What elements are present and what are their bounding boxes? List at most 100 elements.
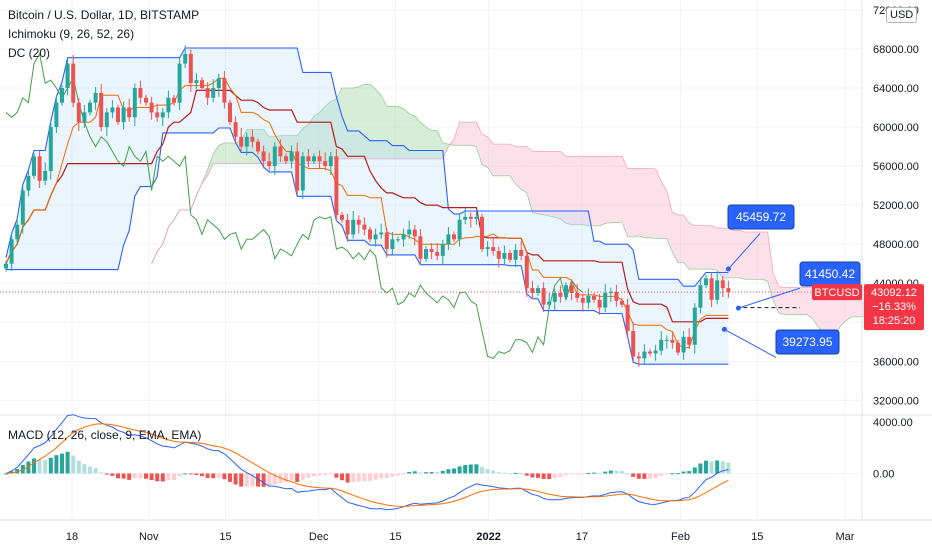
candle-body xyxy=(698,285,703,308)
ichimoku-cloud-segment xyxy=(325,101,331,164)
candle-body xyxy=(172,97,176,103)
candle-body xyxy=(278,146,283,157)
macd-legend[interactable]: MACD (12, 26, close, 9, EMA, EMA) xyxy=(8,428,202,442)
macd-histogram-bar xyxy=(272,473,277,485)
macd-histogram-bar xyxy=(76,460,81,474)
macd-histogram-bar xyxy=(144,473,148,479)
callout-connector xyxy=(724,328,777,358)
candle-body xyxy=(289,151,294,162)
macd-histogram-bar xyxy=(54,455,59,474)
ichimoku-cloud-segment xyxy=(582,156,589,226)
candle-body xyxy=(37,156,42,181)
candle-body xyxy=(558,292,563,297)
candle-body xyxy=(569,285,574,293)
candle-body xyxy=(541,288,546,305)
candle-body xyxy=(244,136,249,147)
candle-body xyxy=(43,170,48,181)
macd-histogram-bar xyxy=(362,473,367,482)
ichimoku-cloud-segment xyxy=(476,122,482,165)
ichimoku-cloud-segment xyxy=(711,225,718,271)
candle-body xyxy=(480,216,484,250)
ichimoku-cloud-segment xyxy=(224,142,230,164)
ichimoku-cloud-segment xyxy=(694,225,701,270)
candle-body xyxy=(687,336,692,345)
macd-histogram-bar xyxy=(194,473,199,475)
macd-histogram-bar xyxy=(704,460,708,474)
donchian-legend[interactable]: DC (20) xyxy=(8,46,51,60)
macd-histogram-bar xyxy=(530,473,535,478)
candle-body xyxy=(60,87,64,103)
macd-histogram-bar xyxy=(631,473,636,477)
callout-connector xyxy=(738,287,801,309)
macd-axis-label: 4000.00 xyxy=(873,417,913,429)
candle-body xyxy=(295,151,300,191)
macd-histogram-bar xyxy=(676,473,680,475)
candle-body xyxy=(513,250,518,260)
chart-title: Bitcoin / U.S. Dollar, 1D, BITSTAMP xyxy=(8,8,200,22)
time-axis-label: 18 xyxy=(66,531,78,543)
macd-histogram-bar xyxy=(132,473,137,479)
macd-histogram-bar xyxy=(233,473,238,485)
candle-body xyxy=(726,288,731,293)
ichimoku-cloud-segment xyxy=(454,122,460,146)
macd-histogram-bar xyxy=(177,473,182,477)
candle-body xyxy=(575,292,580,298)
ichimoku-cloud-segment xyxy=(633,168,639,238)
macd-histogram-bar xyxy=(620,471,624,474)
macd-histogram-bar xyxy=(261,473,266,487)
ichimoku-cloud-segment xyxy=(571,156,578,225)
candle-body xyxy=(233,122,238,137)
candle-body xyxy=(625,304,630,332)
ichimoku-cloud-segment xyxy=(230,142,236,164)
macd-histogram-bar xyxy=(580,473,585,475)
macd-histogram-bar xyxy=(648,473,652,479)
candle-body xyxy=(239,136,244,147)
price-axis-label: 64000.00 xyxy=(873,83,919,95)
candle-body xyxy=(502,252,507,259)
currency-badge[interactable]: USD xyxy=(886,7,918,23)
macd-histogram-bar xyxy=(653,473,658,478)
macd-histogram-bar xyxy=(200,473,204,477)
macd-histogram-bar xyxy=(586,473,591,475)
donchian-lower xyxy=(6,127,729,365)
ichimoku-cloud-segment xyxy=(778,286,785,315)
price-callout-label: 41450.42 xyxy=(805,267,855,281)
ichimoku-cloud-segment xyxy=(549,151,555,218)
ichimoku-cloud-segment xyxy=(566,156,572,225)
price-callout-label: 39273.95 xyxy=(782,335,832,349)
symbol-tag xyxy=(812,284,862,301)
ichimoku-cloud-segment xyxy=(767,231,774,301)
candle-body xyxy=(446,234,451,245)
candle-body xyxy=(323,161,328,167)
candle-body xyxy=(636,356,641,359)
candle-body xyxy=(216,78,221,88)
macd-histogram-bar xyxy=(485,468,490,474)
ichimoku-cloud-segment xyxy=(308,116,314,164)
macd-histogram-bar xyxy=(457,466,462,474)
candle-body xyxy=(4,263,8,269)
macd-histogram-bar xyxy=(26,461,31,474)
macd-histogram-bar xyxy=(418,472,423,474)
macd-histogram-bar xyxy=(228,473,232,482)
ichimoku-cloud-segment xyxy=(605,156,611,224)
symbol-tag-label: BTCUSD xyxy=(814,287,859,299)
candle-body xyxy=(99,92,104,128)
macd-histogram-bar xyxy=(65,451,70,474)
macd-histogram-bar xyxy=(328,473,333,475)
macd-histogram-bar xyxy=(306,473,311,479)
time-axis-label: 15 xyxy=(219,531,231,543)
candle-body xyxy=(552,292,557,302)
ichimoku-cloud-segment xyxy=(498,144,505,176)
candle-body xyxy=(160,112,165,118)
candle-body xyxy=(82,112,87,123)
candle-body xyxy=(474,216,479,219)
candle-body xyxy=(440,244,445,256)
macd-histogram-bar xyxy=(536,473,540,478)
macd-line xyxy=(5,414,729,511)
macd-histogram-bar xyxy=(239,473,244,487)
ichimoku-legend[interactable]: Ichimoku (9, 26, 52, 26) xyxy=(8,27,135,41)
ichimoku-cloud-segment xyxy=(599,156,606,226)
senkou-span-b xyxy=(151,121,874,288)
macd-histogram-bar xyxy=(149,473,154,480)
